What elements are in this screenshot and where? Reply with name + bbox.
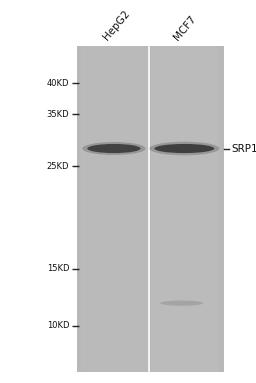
Ellipse shape (87, 144, 141, 153)
Text: MCF7: MCF7 (172, 14, 198, 42)
Ellipse shape (160, 301, 204, 306)
Ellipse shape (82, 142, 145, 155)
Ellipse shape (154, 144, 214, 153)
Ellipse shape (149, 142, 219, 155)
Text: 10KD: 10KD (47, 321, 69, 331)
Bar (81, 46, 147, 372)
Text: SRP19: SRP19 (232, 144, 256, 154)
Text: HepG2: HepG2 (101, 8, 132, 42)
Bar (77, 46, 224, 372)
Text: 40KD: 40KD (47, 79, 69, 88)
Text: 15KD: 15KD (47, 265, 69, 273)
Text: 35KD: 35KD (47, 110, 69, 119)
Bar (151, 46, 218, 372)
Text: 25KD: 25KD (47, 162, 69, 171)
